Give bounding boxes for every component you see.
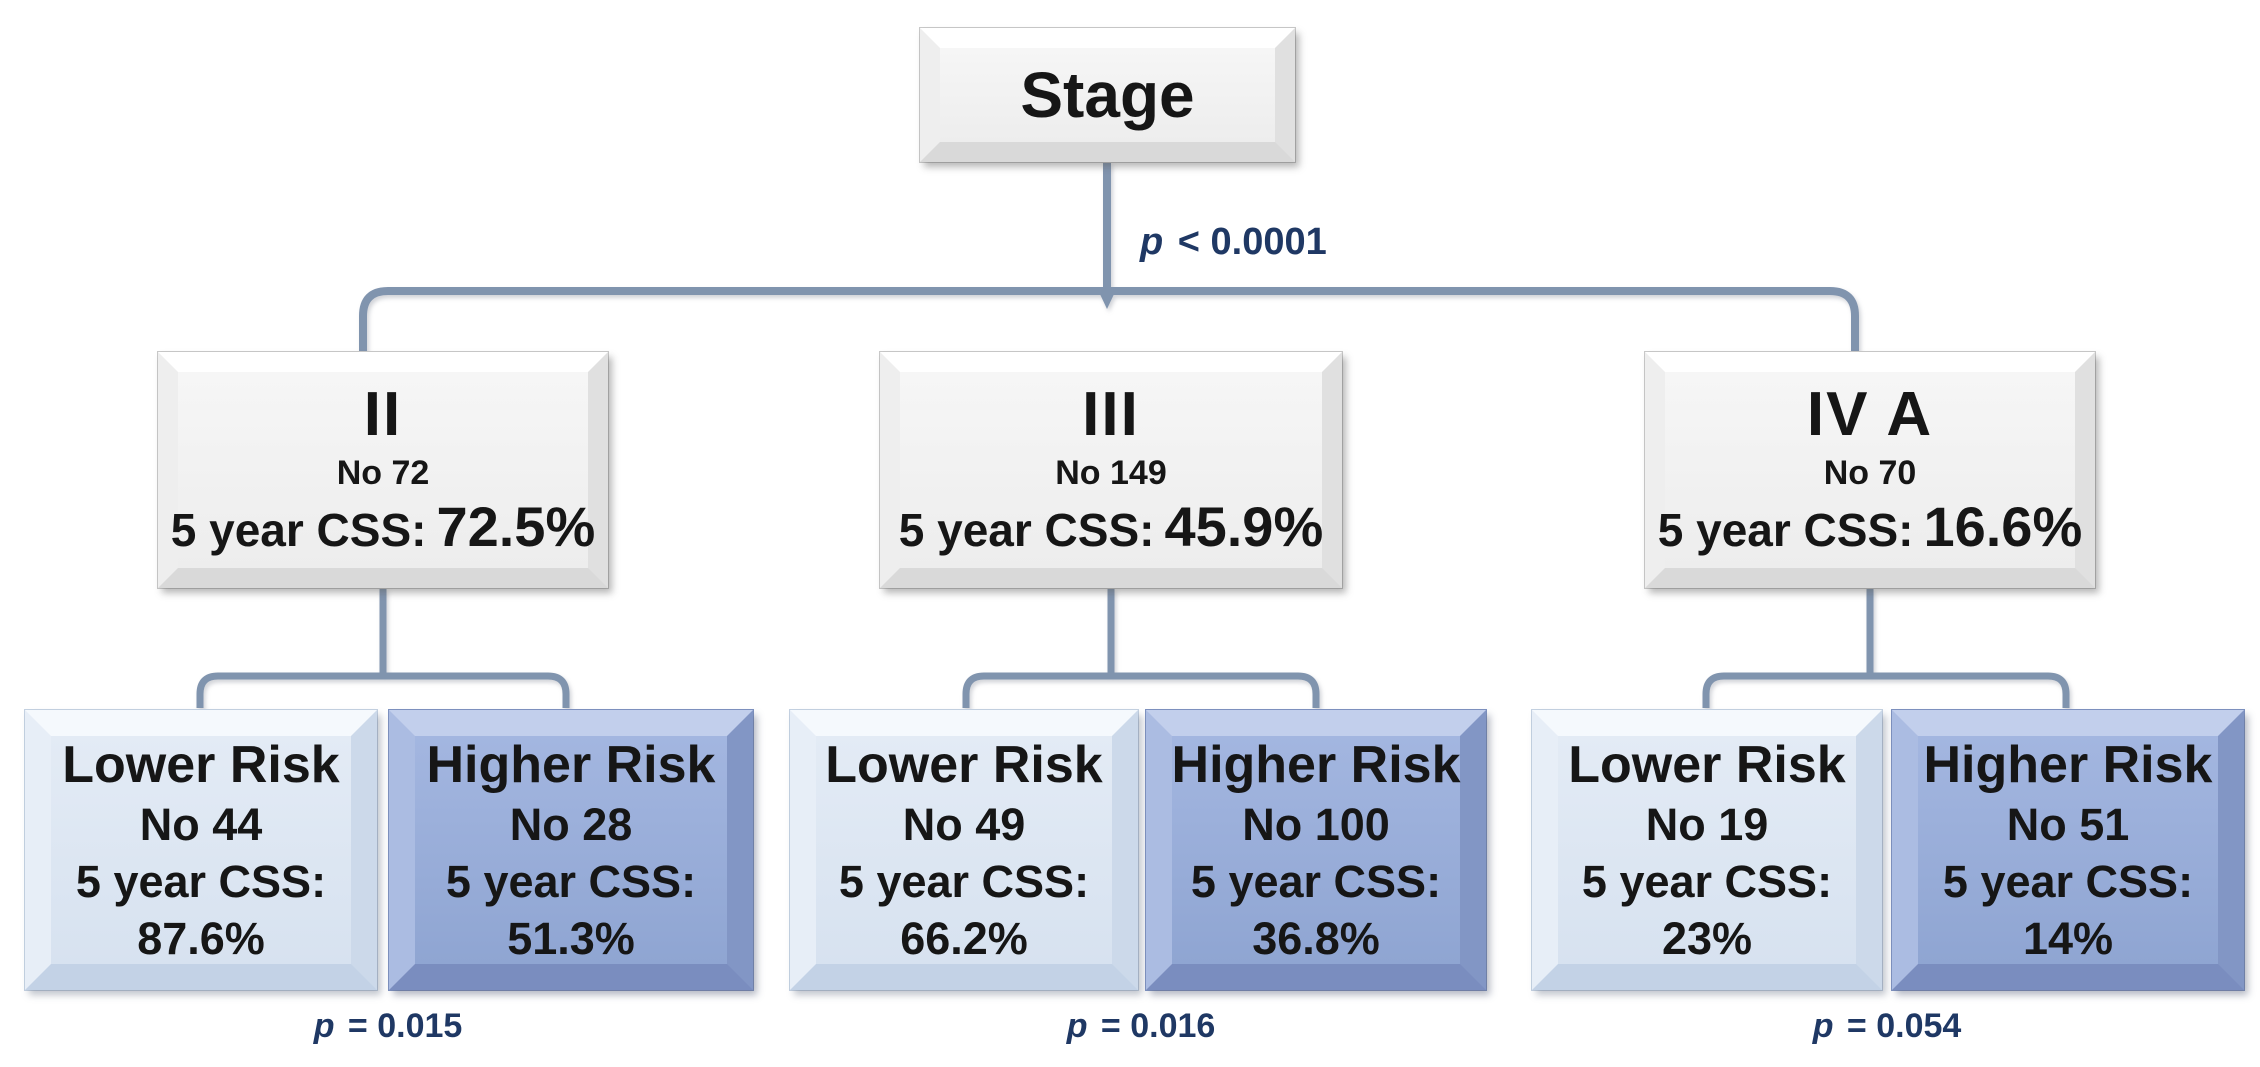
css-value: 23% — [1661, 912, 1753, 964]
css-value: 66.2% — [900, 912, 1028, 964]
css-prefix: 5 year CSS: — [1942, 855, 2194, 907]
css-value: 72.5% — [436, 494, 596, 558]
p-symbol: p — [1066, 1007, 1088, 1045]
p-symbol: p — [1140, 221, 1164, 263]
p-value-text: = 0.016 — [1091, 1007, 1216, 1045]
css-prefix: 5 year CSS: — [75, 855, 327, 907]
risk-label: Higher Risk — [426, 735, 716, 794]
risk-label: Lower Risk — [62, 735, 340, 794]
root-node-label: Stage — [1020, 59, 1195, 131]
risk-node-iva-lower: Lower Risk No 19 5 year CSS: 23% — [1532, 710, 1882, 990]
css-value: 51.3% — [507, 912, 635, 964]
risk-node-ii-higher: Higher Risk No 28 5 year CSS: 51.3% — [389, 710, 753, 990]
stage-label: IV A — [1806, 379, 1934, 449]
p-symbol: p — [1812, 1007, 1834, 1045]
css-prefix: 5 year CSS: — [1190, 855, 1442, 907]
css-prefix: 5 year CSS: — [170, 503, 427, 556]
sub-brackets — [196, 588, 2070, 708]
p-value-text: = 0.015 — [338, 1007, 463, 1045]
risk-node-iii-higher: Higher Risk No 100 5 year CSS: 36.8% — [1146, 710, 1486, 990]
risk-label: Higher Risk — [1171, 735, 1461, 794]
css-value: 87.6% — [137, 912, 265, 964]
css-prefix: 5 year CSS: — [838, 855, 1090, 907]
css-value: 45.9% — [1164, 494, 1324, 558]
stage-css-line: 5 year CSS: 45.9% — [898, 494, 1324, 561]
stage-node-ii: II No 72 5 year CSS: 72.5% — [158, 352, 608, 588]
css-value: 16.6% — [1923, 494, 2083, 558]
p-symbol: p — [313, 1007, 335, 1045]
risk-label: Higher Risk — [1923, 735, 2213, 794]
stage-css-line: 5 year CSS: 72.5% — [170, 494, 596, 561]
stage-label: III — [1082, 379, 1140, 449]
p-value-root-split: p < 0.0001 — [1140, 220, 1327, 264]
p-value-stage-iva-split: p = 0.054 — [1813, 1006, 1962, 1046]
risk-count: No 19 — [1645, 798, 1769, 850]
risk-node-iva-higher: Higher Risk No 51 5 year CSS: 14% — [1892, 710, 2244, 990]
risk-count: No 49 — [902, 798, 1026, 850]
root-node-stage: Stage — [920, 28, 1295, 162]
css-prefix: 5 year CSS: — [898, 503, 1155, 556]
p-value-stage-ii-split: p = 0.015 — [314, 1006, 463, 1046]
stage-node-iii: III No 149 5 year CSS: 45.9% — [880, 352, 1342, 588]
stage-count: No 70 — [1823, 453, 1917, 492]
p-value-text: < 0.0001 — [1167, 221, 1327, 263]
stage-label: II — [363, 379, 403, 449]
main-bracket-tail — [1099, 292, 1115, 309]
css-prefix: 5 year CSS: — [1581, 855, 1833, 907]
stage-css-line: 5 year CSS: 16.6% — [1657, 494, 2083, 561]
css-value: 14% — [2022, 912, 2114, 964]
stage-node-iva: IV A No 70 5 year CSS: 16.6% — [1645, 352, 2095, 588]
css-prefix: 5 year CSS: — [1657, 503, 1914, 556]
risk-count: No 51 — [2006, 798, 2130, 850]
risk-label: Lower Risk — [825, 735, 1103, 794]
stage-count: No 149 — [1055, 453, 1167, 492]
risk-node-iii-lower: Lower Risk No 49 5 year CSS: 66.2% — [790, 710, 1138, 990]
css-prefix: 5 year CSS: — [445, 855, 697, 907]
risk-node-ii-lower: Lower Risk No 44 5 year CSS: 87.6% — [25, 710, 377, 990]
risk-label: Lower Risk — [1568, 735, 1846, 794]
stage-count: No 72 — [336, 453, 430, 492]
css-value: 36.8% — [1252, 912, 1380, 964]
risk-count: No 44 — [139, 798, 263, 850]
main-bracket — [359, 162, 1859, 352]
risk-count: No 28 — [509, 798, 633, 850]
risk-count: No 100 — [1242, 798, 1390, 850]
p-value-text: = 0.054 — [1837, 1007, 1962, 1045]
p-value-stage-iii-split: p = 0.016 — [1067, 1006, 1216, 1046]
